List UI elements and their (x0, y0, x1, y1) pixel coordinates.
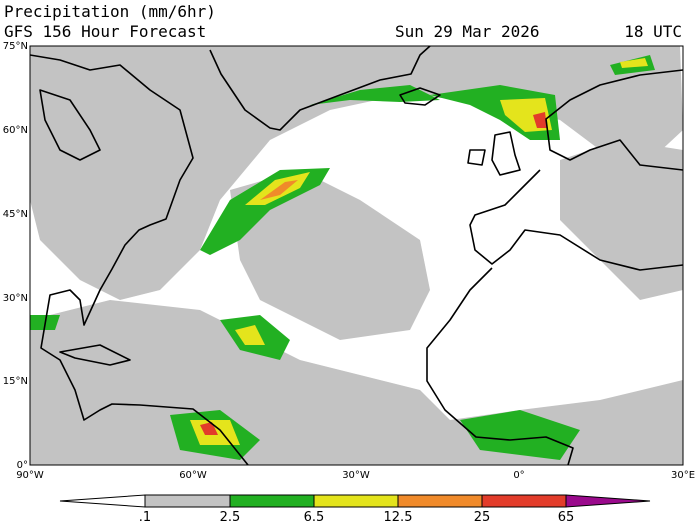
lat-label: 75°N (3, 41, 28, 52)
precip-area (110, 150, 200, 240)
colorbar-segment (481, 494, 567, 508)
colorbar-label: 25 (474, 510, 491, 525)
precip-area (310, 85, 440, 105)
colorbar: .1 2.5 6.5 12.5 25 65 (59, 494, 651, 525)
colorbar-label: 2.5 (220, 510, 241, 525)
coastline (469, 169, 683, 271)
precip-area (560, 140, 683, 300)
colorbar-segment (397, 494, 483, 508)
coastline (545, 69, 683, 171)
coastline (209, 46, 431, 131)
lon-label: 0° (513, 470, 524, 481)
colorbar-segment (144, 494, 231, 508)
coastline (59, 344, 131, 366)
lat-label: 0° (17, 460, 28, 471)
lon-label: 30°W (342, 470, 370, 481)
precip-area (230, 170, 430, 340)
coastline (426, 267, 574, 465)
forecast-time: 18 UTC (624, 22, 682, 41)
latitude-labels: 75°N 60°N 45°N 30°N 15°N 0° (3, 41, 28, 471)
lat-label: 45°N (3, 209, 28, 220)
lat-label: 60°N (3, 125, 28, 136)
colorbar-label: 65 (558, 510, 575, 525)
coastline (467, 149, 486, 166)
precip-area (200, 168, 330, 255)
map-frame (29, 45, 684, 466)
precip-area (460, 410, 580, 460)
colorbar-segment (565, 494, 651, 508)
lon-label: 60°W (179, 470, 207, 481)
lon-label: 90°W (16, 470, 44, 481)
coastline (491, 131, 521, 176)
coastlines (30, 46, 683, 465)
precip-area (235, 325, 265, 345)
longitude-labels: 90°W 60°W 30°W 0° 30°E (16, 470, 695, 481)
forecast-date: Sun 29 Mar 2026 (395, 22, 540, 41)
precipitation (30, 46, 683, 465)
precip-area (260, 180, 298, 200)
lon-label: 30°E (671, 470, 695, 481)
title: Precipitation (mm/6hr) (4, 2, 216, 21)
coastline (30, 54, 249, 465)
colorbar-segment (59, 494, 146, 508)
colorbar-segment (229, 494, 315, 508)
lat-label: 30°N (3, 293, 28, 304)
colorbar-label: 12.5 (384, 510, 413, 525)
precip-area (620, 58, 648, 68)
subtitle: GFS 156 Hour Forecast (4, 22, 206, 41)
colorbar-segment (313, 494, 399, 508)
colorbar-label: .1 (139, 510, 151, 525)
precip-area (533, 112, 547, 128)
colorbar-label: 6.5 (304, 510, 325, 525)
coastline (399, 87, 441, 106)
map (29, 45, 684, 466)
lat-label: 15°N (3, 376, 28, 387)
coastline (39, 89, 101, 161)
